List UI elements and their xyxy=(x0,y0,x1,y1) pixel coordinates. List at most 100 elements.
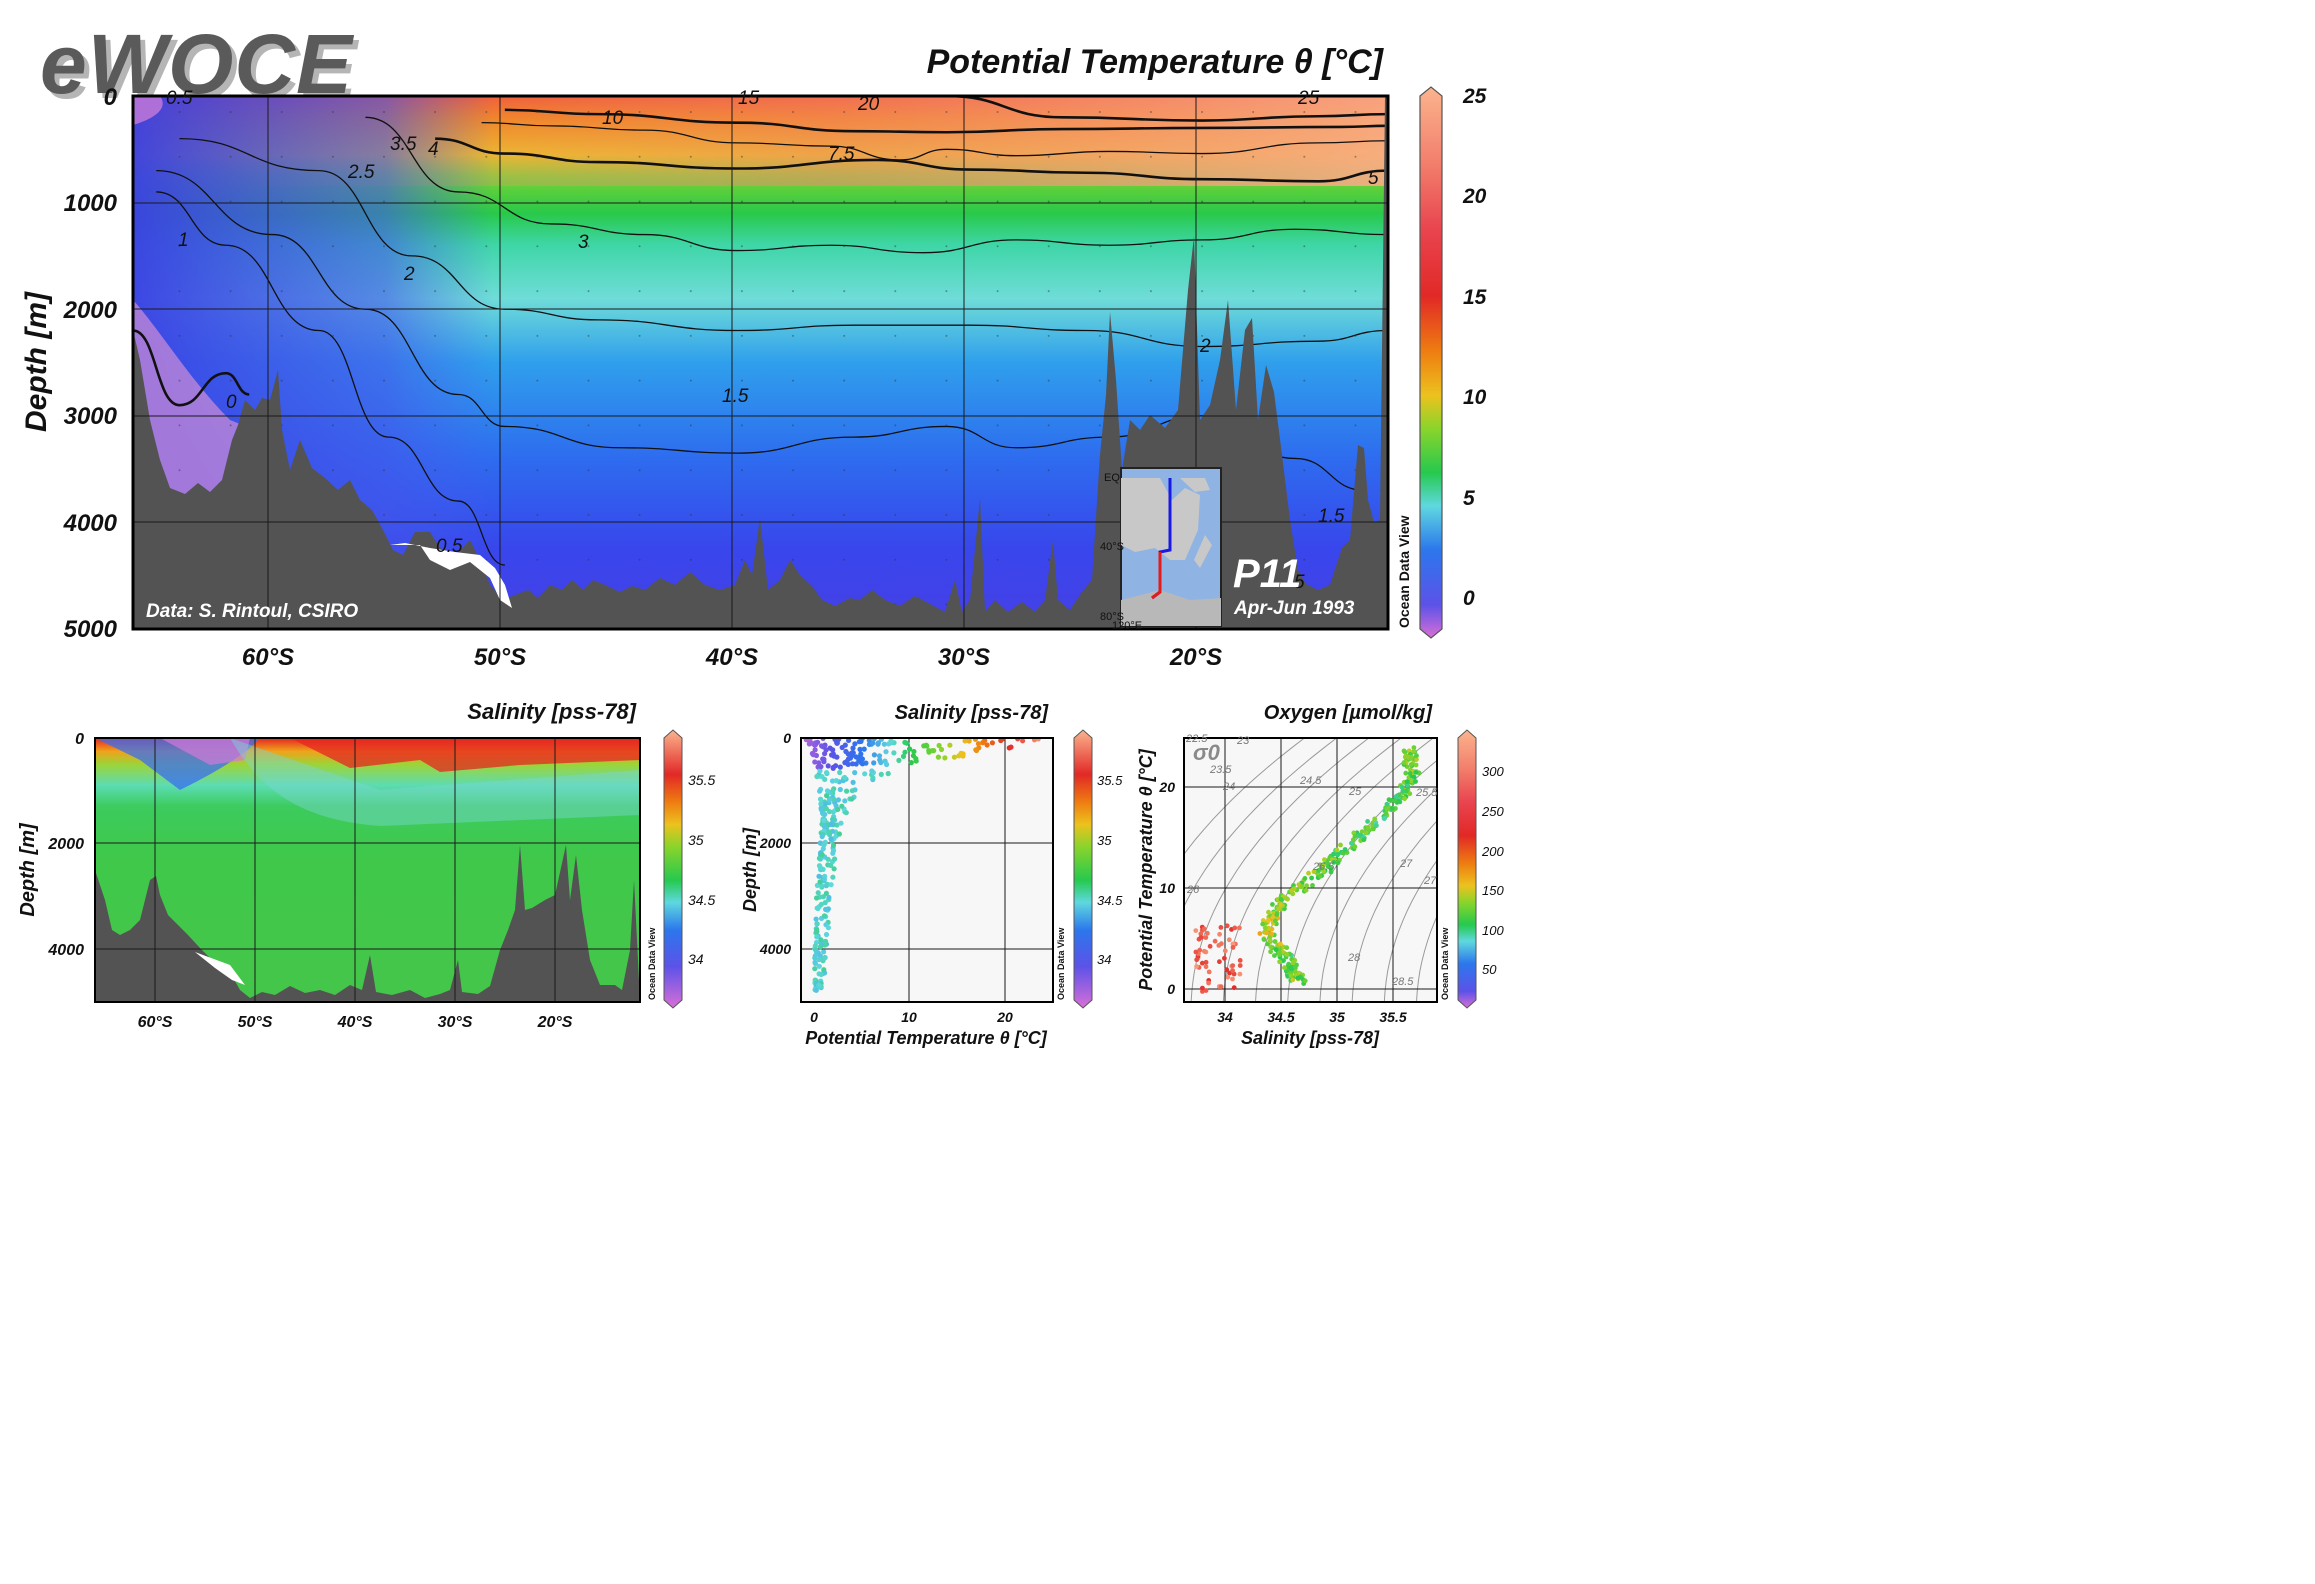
ts-point xyxy=(1401,760,1407,765)
sigma-label: σ0 xyxy=(1193,740,1221,765)
station-dot xyxy=(178,245,181,248)
station-dot xyxy=(689,200,692,203)
station-dot xyxy=(843,111,846,113)
profile-point xyxy=(942,755,948,761)
station-dot xyxy=(536,111,539,113)
station-dot xyxy=(792,111,794,113)
station-dot xyxy=(434,290,437,293)
profile-point xyxy=(822,811,828,818)
profile-point xyxy=(844,788,850,794)
station-dot xyxy=(536,469,539,472)
profile-point xyxy=(847,755,854,761)
ts-point xyxy=(1334,847,1340,853)
isopycnal-line xyxy=(1319,787,1437,1002)
station-dot xyxy=(894,155,897,158)
x-tick-label: 40°S xyxy=(705,644,758,671)
profile-point xyxy=(875,741,881,747)
ts-point xyxy=(1203,959,1209,965)
ts-point xyxy=(1316,868,1322,873)
chart-title: Potential Temperature θ [°C] xyxy=(927,43,1385,81)
ts-point xyxy=(1381,816,1387,821)
station-dot xyxy=(843,424,846,427)
profile-point xyxy=(856,757,862,763)
profile-point xyxy=(812,953,818,959)
profile-point xyxy=(849,788,855,794)
profile-point xyxy=(821,949,827,955)
station-dot xyxy=(1098,200,1101,203)
x-tick-label: 30°S xyxy=(438,1014,473,1031)
ts-point xyxy=(1284,945,1290,951)
profile-point xyxy=(821,759,827,765)
ts-point xyxy=(1217,931,1222,937)
station-dot xyxy=(945,558,948,561)
profile-point xyxy=(878,771,884,778)
ts-point xyxy=(1230,976,1235,982)
profile-point xyxy=(902,749,908,755)
ts-point xyxy=(1194,957,1200,963)
profile-point xyxy=(812,747,818,753)
profile-point xyxy=(818,806,824,813)
station-dot xyxy=(383,200,385,203)
profile-point xyxy=(834,738,841,744)
station-dot xyxy=(945,424,948,427)
station-dot xyxy=(536,155,539,158)
x-tick-label: 20°S xyxy=(1169,644,1222,671)
station-dot xyxy=(792,469,794,472)
profile-point xyxy=(828,882,834,888)
isopycnal-line xyxy=(1383,859,1437,1002)
station-dot xyxy=(1201,155,1204,158)
ts-point xyxy=(1222,948,1228,954)
profile-point xyxy=(852,741,858,747)
station-dot xyxy=(996,245,999,248)
colorbar-tick-label: 35 xyxy=(688,832,704,848)
profile-point xyxy=(849,761,856,767)
station-dot xyxy=(1098,424,1101,427)
profile-point xyxy=(823,890,830,897)
temperature-colorbar: 25 20 15 10 5 0 xyxy=(1419,85,1487,639)
profile-point xyxy=(845,751,851,757)
profile-point xyxy=(822,751,828,757)
colorbar-tick-label: 35 xyxy=(1097,833,1112,848)
station-dot xyxy=(792,513,794,516)
station-dot xyxy=(689,469,692,472)
station-dot xyxy=(740,513,743,516)
ts-y-axis-title: Potential Temperature θ [°C] xyxy=(1136,748,1156,991)
ts-point xyxy=(1290,977,1296,983)
station-dot xyxy=(536,334,539,337)
station-dot xyxy=(485,513,488,516)
profile-point xyxy=(870,775,876,781)
profile-point xyxy=(853,761,859,767)
station-dot xyxy=(383,245,385,248)
data-credit: Data: S. Rintoul, CSIRO xyxy=(146,601,358,622)
station-dot xyxy=(996,558,999,561)
profile-point xyxy=(824,793,830,799)
station-dot xyxy=(740,200,743,203)
profile-point xyxy=(815,890,821,896)
station-dot xyxy=(178,424,181,427)
profile-point xyxy=(822,776,828,783)
station-dot xyxy=(1098,155,1101,158)
station-dot xyxy=(996,111,999,113)
station-dot xyxy=(1047,334,1050,337)
ts-point xyxy=(1304,883,1309,889)
profile-point xyxy=(831,866,837,872)
ts-point xyxy=(1264,930,1269,936)
profile-point xyxy=(822,955,828,961)
ts-point xyxy=(1384,807,1390,812)
isopycnal-label: 22.5 xyxy=(1185,733,1208,745)
ts-point xyxy=(1272,918,1278,924)
colorbar-tick-label: 34 xyxy=(1097,952,1111,967)
profile-point xyxy=(861,746,867,752)
salinity-colorbar: 35.5 35 34.5 34 xyxy=(663,729,715,1009)
profile-point xyxy=(852,770,858,776)
isopycnal-line xyxy=(1416,915,1437,1002)
station-dot xyxy=(536,200,539,203)
ts-point xyxy=(1352,834,1358,839)
ts-point xyxy=(1269,931,1274,937)
colorbar-tick-label: 34.5 xyxy=(688,892,715,908)
ts-point xyxy=(1386,797,1392,803)
profile-point xyxy=(820,846,826,852)
ts-point xyxy=(1203,964,1209,970)
software-credit: Ocean Data View xyxy=(1440,927,1450,1000)
ts-point xyxy=(1409,778,1414,784)
